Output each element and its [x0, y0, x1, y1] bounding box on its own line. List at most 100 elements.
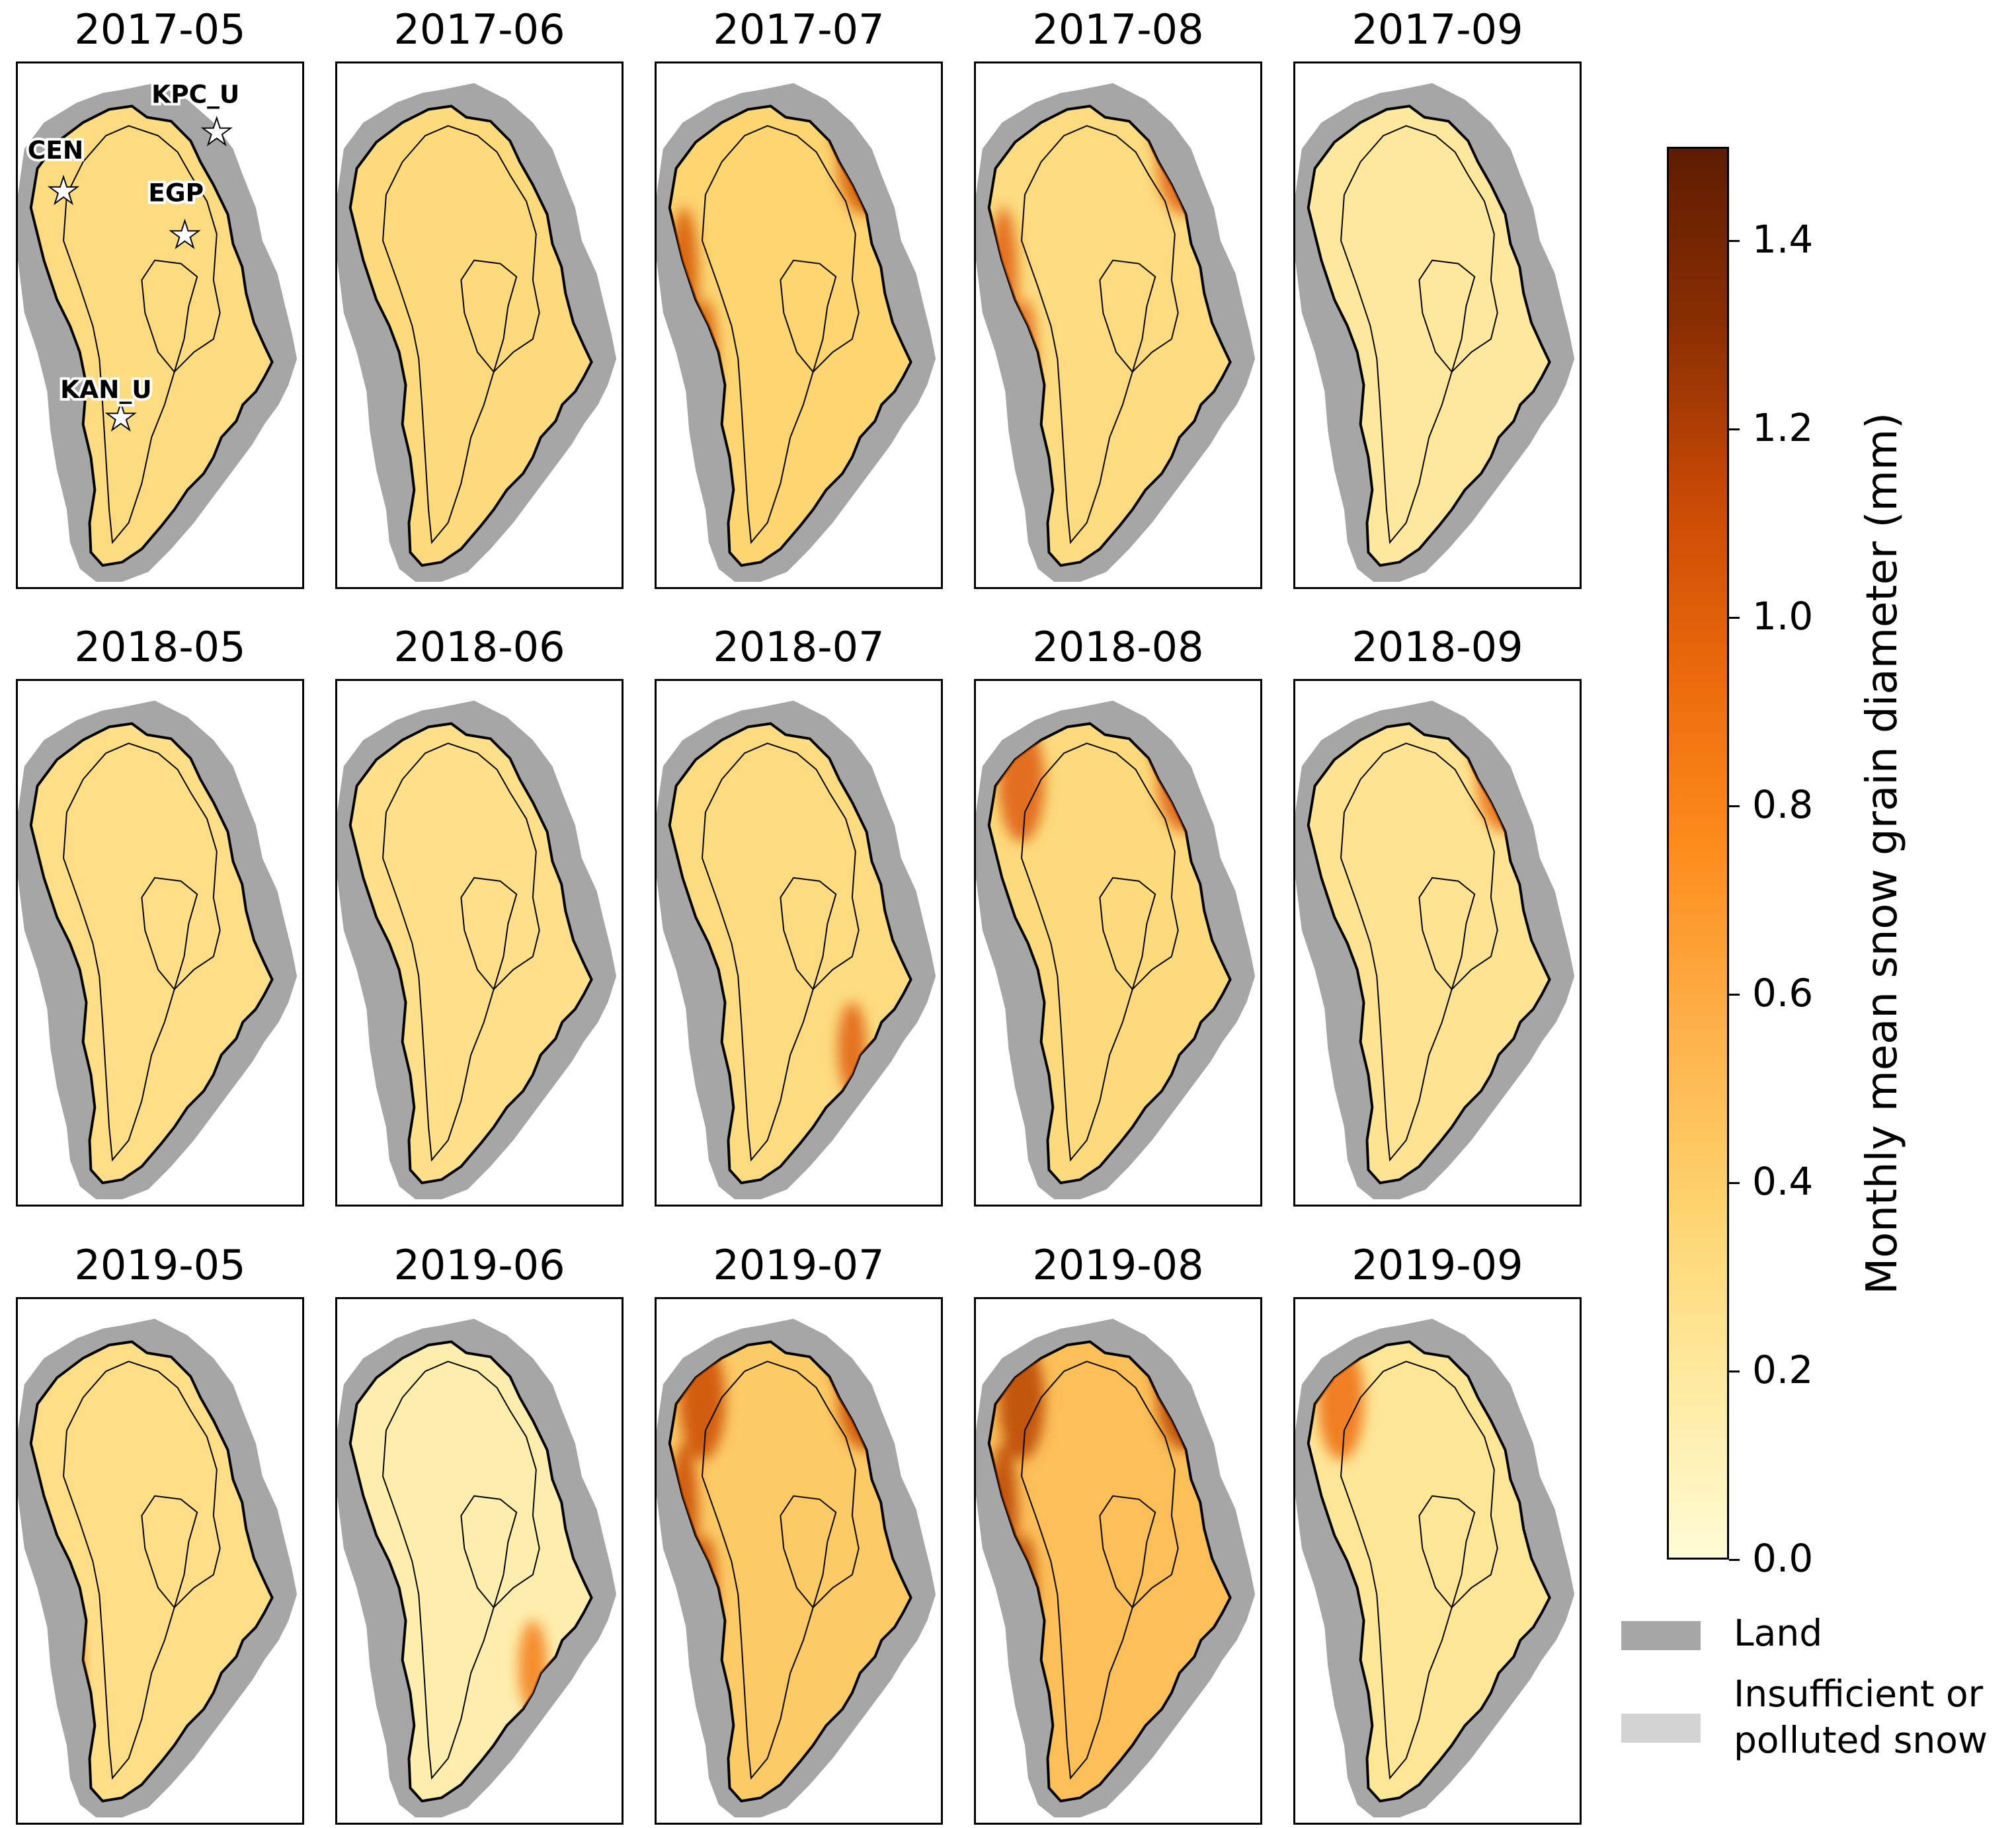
station-label: EGP: [148, 178, 204, 207]
greenland-map: [337, 700, 617, 1200]
elevation-contour: [141, 877, 198, 991]
colorbar-tick: [1729, 240, 1740, 243]
map-panel: [16, 1297, 304, 1825]
station-label: KPC_U: [151, 79, 239, 108]
station-star-icon: ★: [104, 397, 138, 439]
colorbar-tick: [1729, 1182, 1740, 1185]
map-panel: [655, 1297, 943, 1825]
map-panel: [335, 61, 624, 589]
ice-sheet: [668, 104, 912, 567]
greenland-map: [1295, 1318, 1575, 1818]
panel-title: 2018-09: [1351, 623, 1523, 671]
elevation-contour: [382, 1361, 540, 1780]
colorbar: [1667, 147, 1729, 1560]
greenland-map: [18, 700, 298, 1200]
panel-title: 2018-08: [1032, 623, 1204, 671]
map-panel: [1293, 61, 1582, 589]
greenland-map: [337, 1318, 617, 1818]
elevation-contour: [382, 742, 540, 1162]
elevation-contour: [780, 259, 837, 374]
station-label: CEN: [28, 136, 83, 165]
elevation-contour: [63, 1361, 221, 1780]
colorbar-tick-label: 1.0: [1752, 594, 1814, 639]
elevation-contour: [63, 125, 221, 544]
colorbar-tick: [1729, 428, 1740, 431]
ice-sheet: [348, 722, 593, 1185]
elevation-contour: [460, 877, 518, 991]
elevation-contour: [141, 259, 198, 374]
elevation-contour: [63, 742, 221, 1162]
map-panel: ★ KPC_U ★ CEN ★ EGP ★ KAN_U: [16, 61, 304, 589]
ice-sheet: [1307, 722, 1551, 1185]
elevation-contour: [460, 1495, 518, 1609]
colorbar-tick: [1729, 805, 1740, 808]
elevation-contour: [780, 1495, 837, 1609]
map-panel: [335, 679, 624, 1207]
ice-sheet: [29, 104, 274, 567]
colorbar-tick-label: 0.8: [1752, 782, 1814, 828]
legend-label-insufficient-line1: Insufficient or: [1734, 1673, 1984, 1715]
map-panel: [974, 679, 1262, 1207]
panel-title: 2019-08: [1032, 1241, 1204, 1289]
greenland-map: [976, 1318, 1256, 1818]
panel-title: 2017-05: [74, 5, 246, 54]
ice-sheet: [29, 722, 274, 1185]
ice-sheet: [987, 104, 1232, 567]
elevation-contour: [702, 1361, 860, 1780]
greenland-map: [1295, 700, 1575, 1200]
map-panel: [1293, 1297, 1582, 1825]
elevation-contour: [1340, 125, 1498, 544]
colorbar-tick-label: 1.4: [1752, 217, 1814, 262]
panel-title: 2019-07: [713, 1241, 885, 1289]
colorbar-tick-label: 0.4: [1752, 1159, 1814, 1205]
greenland-map: [337, 83, 617, 582]
ice-sheet: [348, 104, 593, 567]
map-panel: [655, 61, 943, 589]
colorbar-tick-label: 0.2: [1752, 1347, 1814, 1393]
elevation-contour: [1099, 877, 1156, 991]
elevation-contour: [1340, 742, 1498, 1162]
panel-title: 2019-06: [393, 1241, 565, 1289]
elevation-contour: [1418, 259, 1476, 374]
map-panel: [655, 679, 943, 1207]
ice-sheet: [668, 1340, 912, 1803]
ice-sheet: [1307, 104, 1551, 567]
ice-sheet: [987, 722, 1232, 1185]
station-star-icon: ★: [169, 214, 202, 257]
map-panel: [1293, 679, 1582, 1207]
colorbar-tick: [1729, 1371, 1740, 1373]
legend-swatch-insufficient: [1621, 1714, 1701, 1743]
greenland-map: ★KPC_U★CEN★EGP★KAN_U: [18, 77, 298, 582]
colorbar-tick: [1729, 1559, 1740, 1561]
elevation-contour: [141, 1495, 198, 1609]
colorbar-tick-label: 0.6: [1752, 971, 1814, 1016]
station-star-icon: ★: [47, 170, 80, 212]
panel-title: 2017-09: [1351, 5, 1523, 54]
map-panel: [335, 1297, 624, 1825]
greenland-map: [1295, 83, 1575, 582]
greenland-map: [657, 700, 936, 1200]
legend-label-insufficient-line2: polluted snow: [1734, 1719, 1988, 1761]
map-panel: [974, 61, 1262, 589]
station-star-icon: ★: [200, 111, 233, 153]
elevation-contour: [702, 742, 860, 1162]
elevation-contour: [382, 125, 540, 544]
map-panel: [974, 1297, 1262, 1825]
ice-sheet: [29, 1340, 274, 1803]
panel-title: 2017-07: [713, 5, 885, 54]
panel-title: 2019-09: [1351, 1241, 1523, 1289]
panel-title: 2019-05: [74, 1241, 246, 1289]
elevation-contour: [1099, 1495, 1156, 1609]
panel-title: 2017-08: [1032, 5, 1204, 54]
colorbar-title: Monthly mean snow grain diameter (mm): [1858, 412, 1907, 1294]
colorbar-tick: [1729, 617, 1740, 619]
elevation-contour: [1021, 1361, 1179, 1780]
elevation-contour: [1418, 1495, 1476, 1609]
map-panel: [16, 679, 304, 1207]
greenland-map: [976, 700, 1256, 1200]
greenland-map: [657, 1318, 936, 1818]
elevation-contour: [1021, 742, 1179, 1162]
panel-title: 2018-06: [393, 623, 565, 671]
panel-title: 2018-07: [713, 623, 885, 671]
panel-title: 2017-06: [393, 5, 565, 54]
